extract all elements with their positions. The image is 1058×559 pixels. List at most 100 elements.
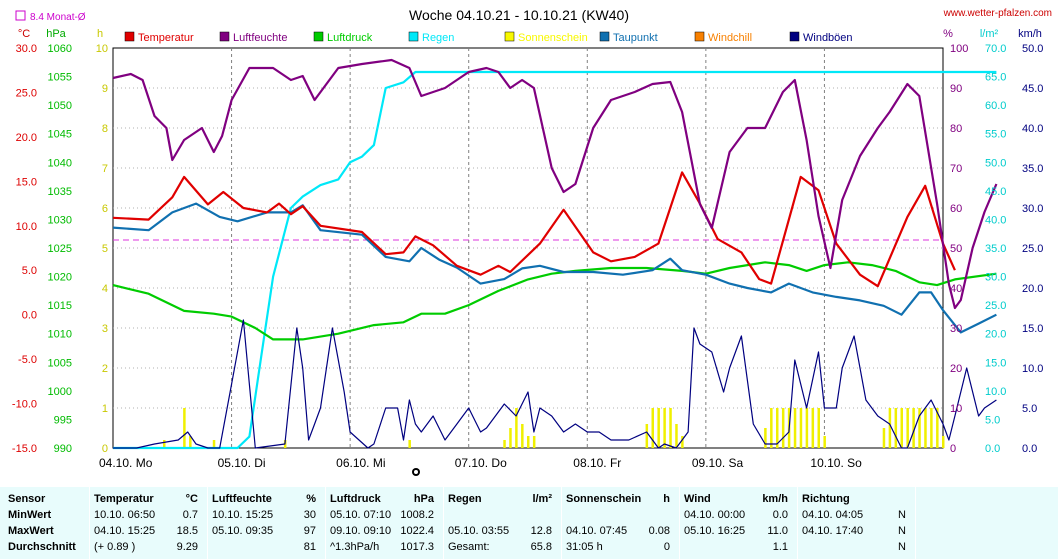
stats-header: h: [663, 493, 670, 505]
stats-cell: N: [898, 541, 906, 553]
unit-label: hPa: [46, 28, 66, 40]
stats-cell: 04.10. 15:25: [94, 525, 156, 537]
tick-temp: 15.0: [16, 176, 37, 188]
stats-cell: 30: [303, 509, 316, 521]
stats-cell: 10.10. 15:25: [212, 509, 274, 521]
stats-cell: 10.10. 06:50: [94, 509, 156, 521]
tick-rain: 50.0: [985, 157, 1006, 169]
stats-cell: 1022.4: [400, 525, 434, 537]
tick-temp: 0.0: [22, 310, 37, 322]
monthly-avg-label: 8.4 Monat-Ø: [30, 12, 86, 23]
stats-cell: 11.0: [767, 525, 788, 537]
legend-swatch: [504, 31, 515, 42]
sunshine-bar: [799, 408, 803, 448]
unit-label: °C: [18, 28, 30, 40]
stats-header: Wind: [684, 493, 711, 505]
stats-cell: 0.7: [182, 509, 198, 521]
tick-wind: 5.0: [1022, 403, 1037, 415]
legend-label: Taupunkt: [613, 32, 658, 44]
x-tick-label: 07.10. Do: [455, 456, 507, 470]
tick-hours: 10: [96, 43, 108, 55]
stats-cell: 1008.2: [400, 509, 434, 521]
legend-swatch: [408, 31, 419, 42]
tick-wind: 35.0: [1022, 163, 1043, 175]
sunshine-bar: [183, 408, 186, 448]
sunshine-bar: [924, 408, 927, 448]
weather-chart: Woche 04.10.21 - 10.10.21 (KW40) www.wet…: [11, 7, 1052, 476]
stats-header: Regen: [448, 493, 482, 505]
stats-cell: 04.10. 00:00: [684, 509, 746, 521]
stats-cell: 81: [303, 541, 316, 553]
sunshine-bar: [900, 408, 903, 448]
tick-press: 1005: [48, 357, 72, 369]
tick-hum: 90: [950, 83, 962, 95]
stats-cell: 04.10. 17:40: [802, 525, 864, 537]
tick-press: 990: [54, 443, 72, 455]
sunshine-bar: [894, 408, 898, 448]
tick-wind: 25.0: [1022, 243, 1043, 255]
tick-press: 1040: [48, 157, 72, 169]
tick-hum: 60: [950, 203, 962, 215]
tick-temp: -10.0: [12, 399, 37, 411]
tick-hours: 2: [102, 363, 108, 375]
tick-rain: 55.0: [985, 129, 1006, 141]
sunshine-bar: [675, 424, 678, 448]
tick-wind: 40.0: [1022, 123, 1043, 135]
tick-press: 1030: [48, 214, 72, 226]
sunshine-bar: [912, 408, 915, 448]
x-tick-label: 06.10. Mi: [336, 456, 385, 470]
tick-hum: 0: [950, 443, 956, 455]
sunshine-bar: [515, 408, 518, 448]
site-link[interactable]: www.wetter-pfalzen.com: [943, 8, 1052, 19]
sunshine-bar: [663, 408, 666, 448]
tick-temp: 20.0: [16, 132, 37, 144]
tick-hours: 8: [102, 123, 108, 135]
tick-wind: 10.0: [1022, 363, 1043, 375]
x-tick-label: 10.10. So: [810, 456, 862, 470]
stats-cell: 05.10. 03:55: [448, 525, 510, 537]
stats-cell: 0.08: [648, 525, 670, 537]
tick-wind: 45.0: [1022, 83, 1043, 95]
x-tick-label: 08.10. Fr: [573, 456, 621, 470]
sunshine-bar: [527, 436, 530, 448]
stats-cell: ^1.3hPa/h: [330, 541, 380, 553]
legend-label: Luftdruck: [327, 32, 373, 44]
tick-press: 1015: [48, 300, 72, 312]
axis-ticks: 30.025.020.015.010.05.00.0-5.0-10.0-15.0…: [12, 43, 1044, 455]
tick-hours: 9: [102, 83, 108, 95]
x-tick-label: 05.10. Di: [218, 456, 266, 470]
tick-hum: 50: [950, 243, 962, 255]
x-axis-labels: 04.10. Mo 05.10. Di 06.10. Mi 07.10. Do 08.1…: [99, 456, 862, 470]
stats-cell: (+ 0.89 ): [94, 541, 136, 553]
tick-press: 1060: [48, 43, 72, 55]
sunshine-bar: [930, 408, 933, 448]
stats-header: Luftfeuchte: [212, 493, 272, 505]
legend-label: Windböen: [803, 32, 853, 44]
stats-header: Sonnenschein: [566, 493, 642, 505]
tick-press: 1035: [48, 186, 72, 198]
tick-hum: 80: [950, 123, 962, 135]
sunshine-bar: [532, 436, 536, 448]
stats-header: Luftdruck: [330, 493, 381, 505]
legend-swatch: [694, 31, 705, 42]
x-tick-label: 09.10. Sa: [692, 456, 744, 470]
sunshine-bar: [681, 436, 684, 448]
legend-swatch: [313, 31, 324, 42]
stats-cell: 0: [663, 541, 670, 553]
tick-hum: 70: [950, 163, 962, 175]
stats-cell: 0.0: [772, 509, 788, 521]
legend-swatch: [124, 31, 135, 42]
stats-cell: 1017.3: [400, 541, 434, 553]
sunshine-bar: [906, 408, 909, 448]
tick-rain: 45.0: [985, 186, 1006, 198]
sunshine-bar: [651, 408, 654, 448]
monthly-avg-icon: [15, 10, 26, 21]
tick-hours: 5: [102, 243, 108, 255]
stats-cell: 09.10. 09:10: [330, 525, 392, 537]
sunshine-bar: [657, 408, 660, 448]
plot-area: [112, 47, 944, 449]
legend-swatch: [599, 31, 610, 42]
tick-rain: 0.0: [985, 443, 1000, 455]
unit-label: %: [943, 28, 953, 40]
legend-label: Temperatur: [138, 32, 194, 44]
